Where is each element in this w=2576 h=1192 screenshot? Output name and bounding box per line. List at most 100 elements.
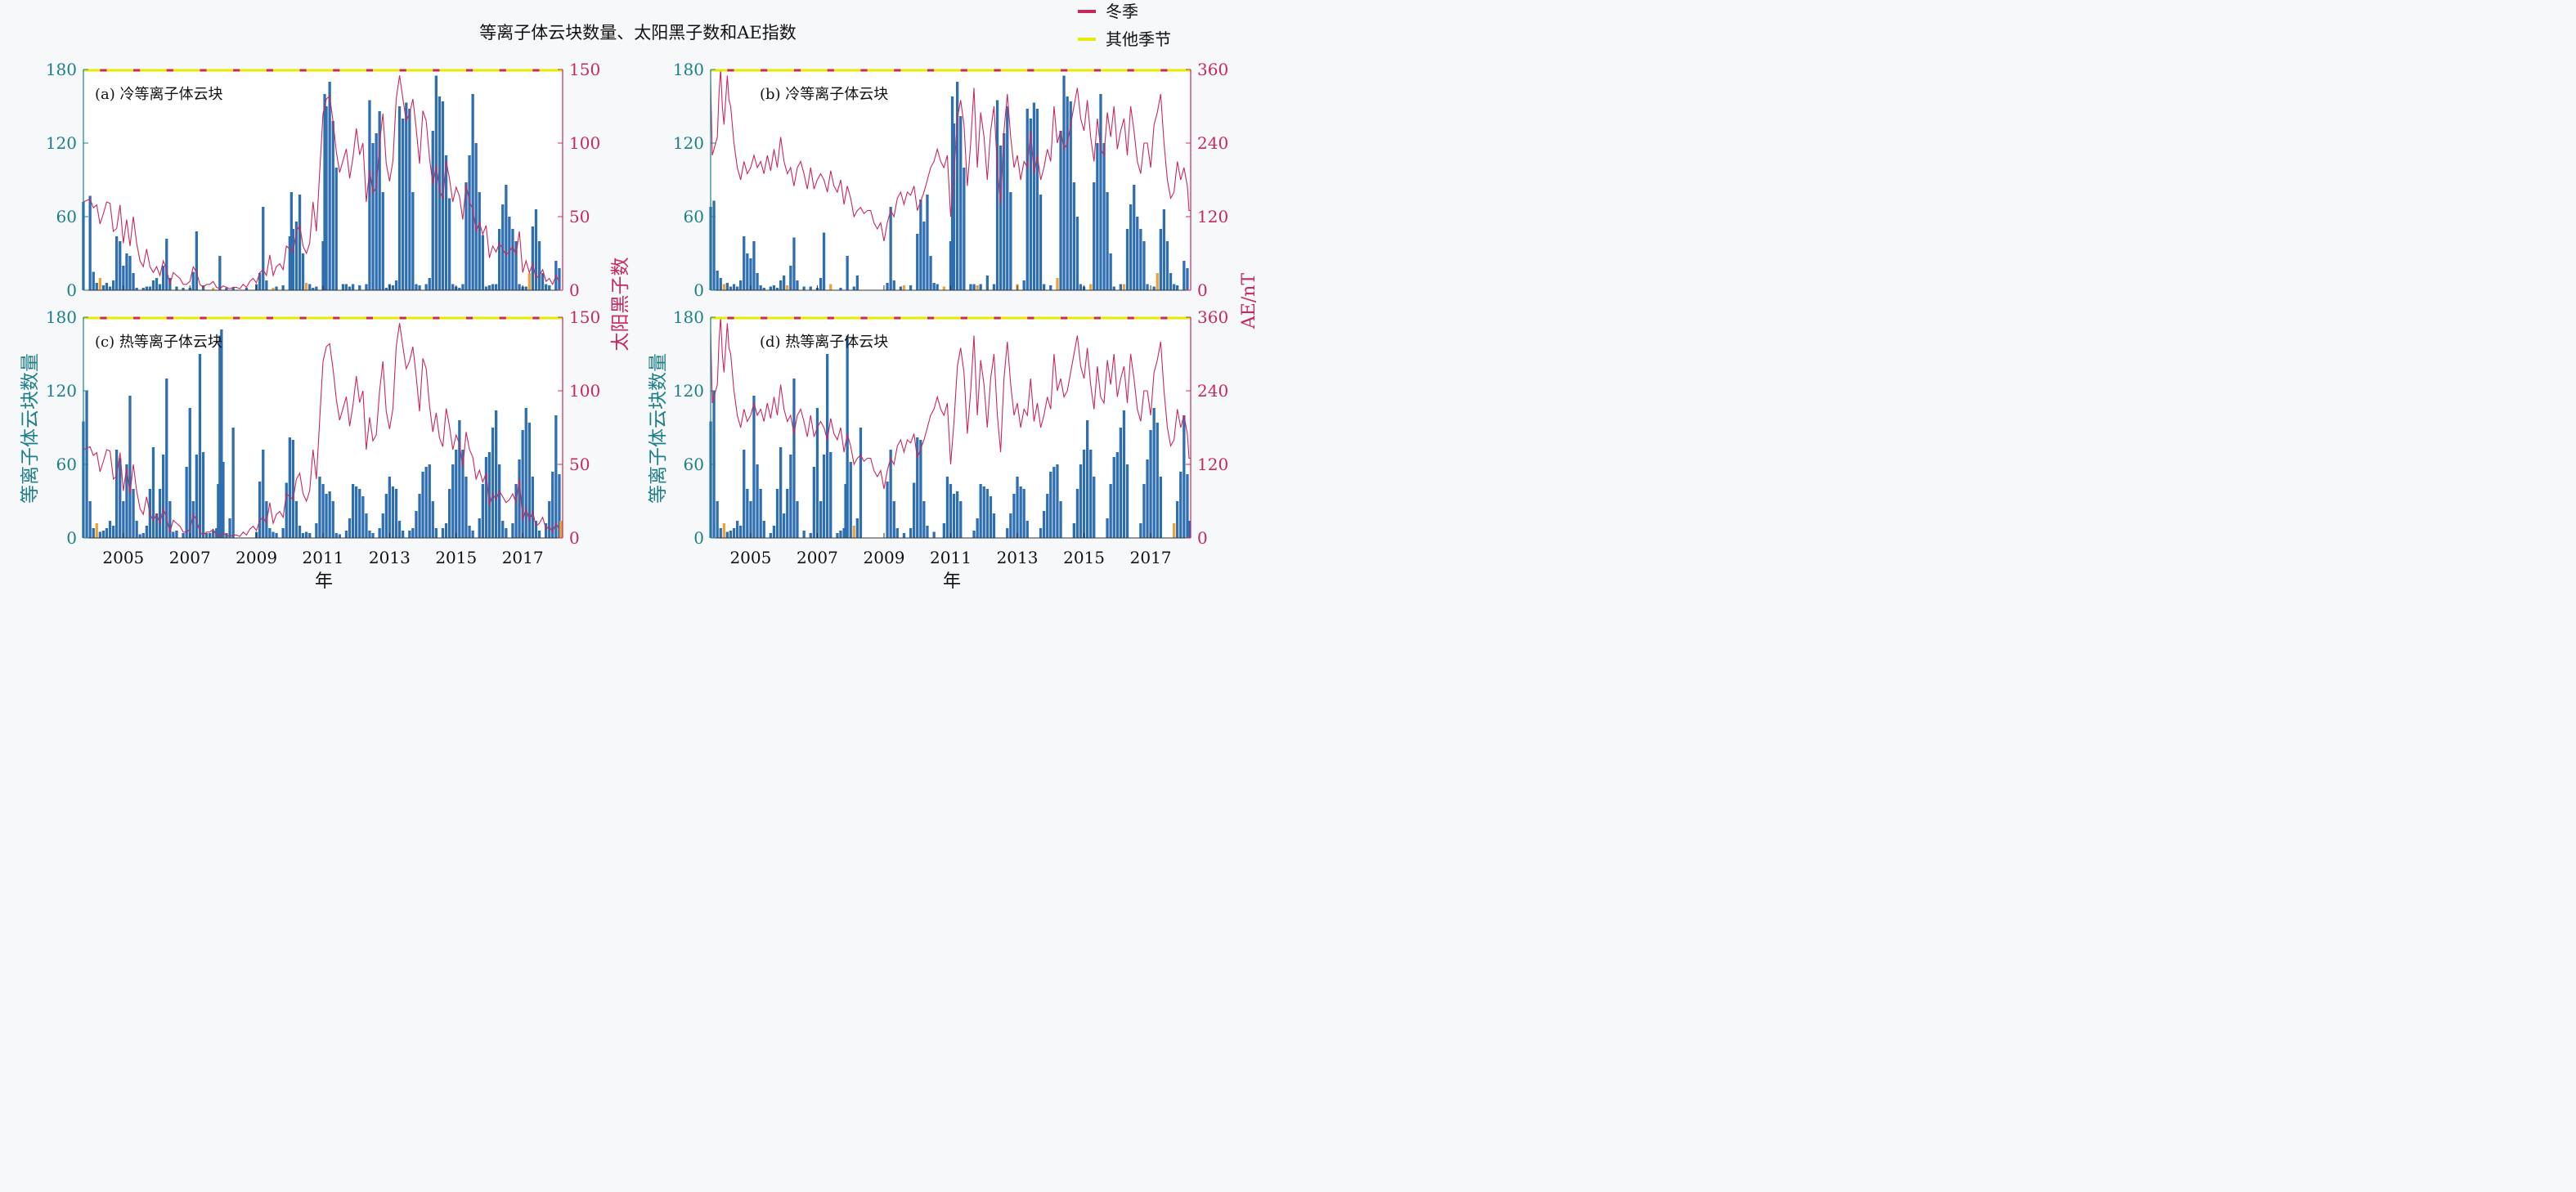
bar xyxy=(819,278,823,290)
bar xyxy=(802,531,806,538)
bar xyxy=(839,531,842,538)
bar xyxy=(348,518,352,538)
y-tick-label-right: 120 xyxy=(1197,207,1228,226)
bar xyxy=(135,288,138,290)
x-tick-label: 2009 xyxy=(864,548,905,567)
bar xyxy=(321,484,325,538)
bar xyxy=(999,146,1003,290)
bar xyxy=(397,106,402,290)
bar xyxy=(976,285,979,290)
bar xyxy=(201,452,205,538)
bar xyxy=(729,286,733,290)
bar xyxy=(122,266,125,290)
y-tick-label-right: 0 xyxy=(1197,528,1208,548)
bar xyxy=(478,518,481,538)
bar xyxy=(505,185,508,290)
chart-canvas: 0 60 120 180 0 50 100 150 (a) 冷等离子体云块 0 60 120 180 0 1… xyxy=(20,2,1259,592)
bar xyxy=(371,143,375,290)
bar xyxy=(384,288,388,290)
bar xyxy=(902,533,906,538)
bar xyxy=(365,284,368,290)
bar xyxy=(902,285,906,290)
bar xyxy=(769,533,772,538)
bar xyxy=(222,462,225,538)
bar xyxy=(852,286,855,290)
bar xyxy=(979,284,982,290)
bar xyxy=(323,94,326,290)
bar xyxy=(716,501,719,538)
bar xyxy=(391,285,395,290)
y-tick-label-right: 100 xyxy=(569,381,600,401)
bar xyxy=(756,464,759,538)
bar xyxy=(312,288,315,290)
bar xyxy=(1152,408,1156,538)
bar xyxy=(1165,241,1169,290)
bar xyxy=(1093,477,1096,538)
y-tick-label-left: 180 xyxy=(673,307,704,327)
bar xyxy=(461,450,464,538)
bar xyxy=(95,283,98,290)
bar xyxy=(331,121,334,290)
bar xyxy=(365,513,368,538)
bar xyxy=(125,253,128,290)
bar xyxy=(899,286,902,290)
bar xyxy=(1099,94,1102,290)
bar xyxy=(932,531,936,538)
bar xyxy=(162,455,165,538)
bar xyxy=(1056,464,1059,538)
bar xyxy=(215,528,218,538)
bar xyxy=(495,410,498,538)
bar xyxy=(265,501,268,538)
bar xyxy=(909,528,913,538)
y-tick-label-right: 360 xyxy=(1197,307,1228,327)
bar xyxy=(308,533,312,538)
bar xyxy=(344,531,348,538)
bar xyxy=(725,283,729,290)
bar xyxy=(188,408,191,538)
bar xyxy=(1059,131,1062,290)
bar xyxy=(1125,229,1129,290)
bar xyxy=(458,420,461,538)
bar xyxy=(141,288,145,290)
bar xyxy=(932,283,936,290)
bar xyxy=(712,200,716,290)
bar xyxy=(1062,75,1066,290)
bar xyxy=(481,484,484,538)
bar xyxy=(548,285,551,290)
bar xyxy=(1006,528,1009,538)
bar xyxy=(112,526,115,538)
y-tick-label-left: 60 xyxy=(684,207,704,226)
bar xyxy=(1156,273,1159,290)
y-axis-label-left-2: 等离子体云块数量 xyxy=(648,353,669,504)
bar xyxy=(752,396,756,538)
bar xyxy=(985,276,989,290)
bar xyxy=(916,437,919,538)
bar xyxy=(796,280,799,290)
y-tick-label-left: 60 xyxy=(684,455,704,474)
bar xyxy=(375,133,378,290)
bar xyxy=(1003,133,1006,290)
bar xyxy=(855,276,859,290)
bar xyxy=(534,209,538,290)
bar xyxy=(491,428,495,538)
bar xyxy=(1109,253,1112,290)
bar xyxy=(262,207,265,290)
y-tick-label-left: 0 xyxy=(693,280,704,300)
y-tick-label-left: 0 xyxy=(66,280,77,300)
bar xyxy=(1089,450,1093,538)
bar xyxy=(926,526,929,538)
series-line-ae xyxy=(710,69,1191,242)
bar xyxy=(105,528,109,538)
bar xyxy=(739,280,743,290)
bar xyxy=(716,271,719,290)
bar xyxy=(1183,415,1186,538)
bar xyxy=(464,182,468,290)
bar xyxy=(1176,285,1179,290)
bar xyxy=(959,501,963,538)
bar xyxy=(779,280,783,290)
legend-label-winter: 冬季 xyxy=(1106,2,1138,21)
bar xyxy=(746,253,749,290)
bar xyxy=(498,464,501,538)
bar xyxy=(431,131,434,290)
bar xyxy=(217,484,220,538)
